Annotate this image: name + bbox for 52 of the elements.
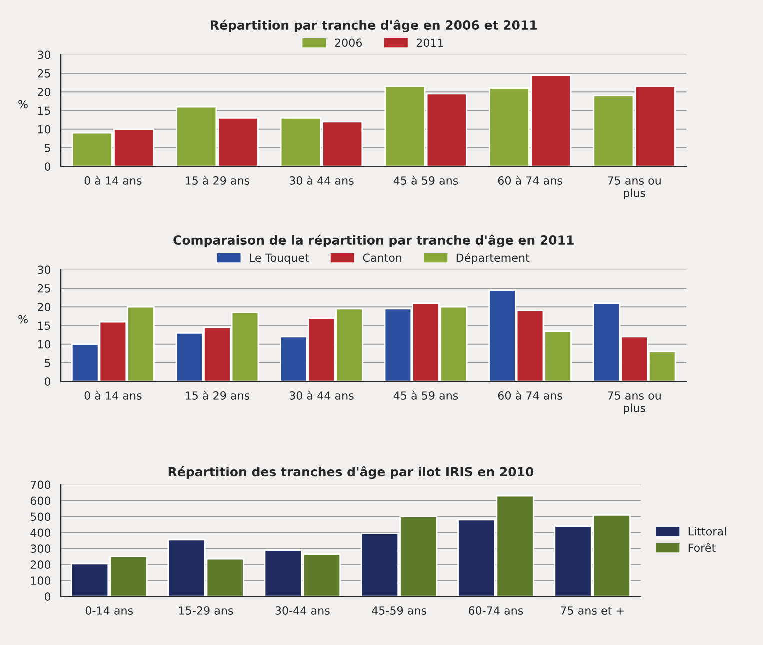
y-tick-label: 20 (38, 303, 51, 312)
y-tick-label: 5 (45, 359, 50, 368)
x-tick-label: 30 à 44 ans (290, 176, 354, 185)
x-tick-label: 45-59 ans (372, 606, 426, 615)
y-tick-label: 10 (38, 340, 51, 349)
y-tick-label: 15 (38, 322, 50, 330)
legend-label: 2006 (335, 38, 362, 48)
y-tick-label: 10 (38, 125, 51, 134)
x-tick-label: 0 à 14 ans (84, 390, 142, 400)
legend-label: Le Touquet (250, 254, 310, 264)
chart-title: Comparaison de la répartition par tranche d'âge en 2011 (174, 234, 574, 248)
y-tick-label: 600 (30, 496, 51, 506)
y-tick-label: 200 (30, 560, 51, 570)
y-axis-title: % (18, 315, 28, 324)
x-tick-label: 15 à 29 ans (186, 176, 250, 185)
legend-label: Canton (363, 254, 402, 262)
legend-label: Forêt (688, 543, 716, 552)
y-tick-label: 0 (44, 162, 51, 172)
y-tick-label: 500 (30, 512, 51, 522)
y-tick-label: 700 (31, 480, 51, 490)
x-tick-label: 0 à 14 ans (84, 176, 142, 185)
y-tick-label: 30 (38, 266, 51, 274)
x-tick-label: 60 à 74 ans (498, 176, 562, 185)
y-tick-label: 100 (31, 576, 51, 586)
legend-label: Département (456, 253, 530, 264)
x-tick-label: 75 ans ou plus (608, 392, 661, 415)
x-tick-label: 75 ans et + (561, 606, 624, 615)
x-tick-label: 15 à 29 ans (186, 390, 250, 400)
y-tick-label: 15 (38, 106, 50, 116)
x-tick-label: 15-29 ans (180, 606, 234, 615)
x-tick-label: 75 ans ou plus (608, 176, 661, 200)
x-tick-label: 30 à 44 ans (290, 390, 354, 400)
chart-title: Répartition par tranche d'âge en 2006 et 2011 (211, 20, 537, 33)
y-axis-title: % (18, 100, 28, 109)
x-tick-label: 45 à 59 ans (394, 176, 458, 185)
y-tick-label: 20 (38, 88, 51, 96)
chart-title: Répartition des tranches d'âge par ilot IRIS en 2010 (168, 466, 534, 480)
x-tick-label: 60-74 ans (469, 606, 524, 615)
y-tick-label: 0 (44, 592, 51, 602)
y-tick-label: 400 (30, 528, 51, 538)
y-tick-label: 0 (44, 378, 51, 386)
x-tick-label: 60 à 74 ans (498, 390, 562, 400)
x-tick-label: 45 à 59 ans (394, 390, 458, 400)
y-tick-label: 5 (45, 144, 50, 152)
y-tick-label: 25 (38, 69, 50, 78)
x-tick-label: 0-14 ans (86, 606, 134, 615)
y-tick-label: 25 (38, 284, 50, 293)
y-tick-label: 300 (30, 544, 51, 554)
legend-label: 2011 (416, 38, 444, 48)
y-tick-label: 30 (38, 50, 51, 60)
legend-label: Littoral (688, 527, 726, 536)
x-tick-label: 30-44 ans (276, 606, 330, 615)
